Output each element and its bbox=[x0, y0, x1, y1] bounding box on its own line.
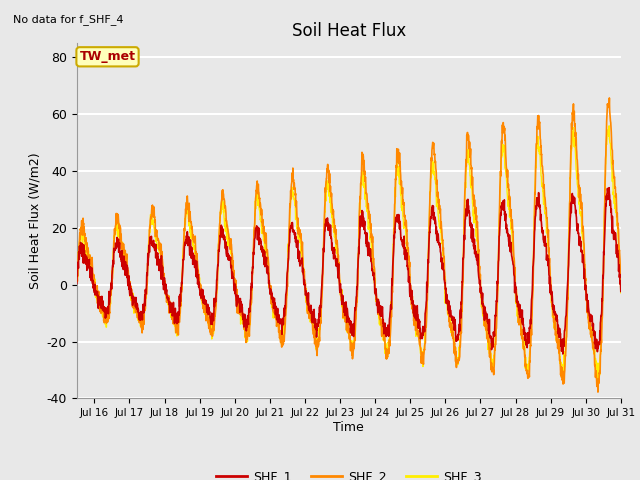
SHF_1 bbox=[73, 281, 81, 287]
SHF_2 bbox=[605, 95, 613, 101]
SHF_3 bbox=[605, 123, 613, 129]
SHF_1 bbox=[601, 221, 609, 227]
SHF_3 bbox=[337, 298, 345, 303]
SHF_2 bbox=[323, 166, 331, 172]
SHF_1 bbox=[100, 304, 108, 310]
Y-axis label: Soil Heat Flux (W/m2): Soil Heat Flux (W/m2) bbox=[28, 153, 41, 289]
SHF_1 bbox=[559, 351, 566, 357]
SHF_1 bbox=[323, 219, 331, 225]
SHF_3 bbox=[617, 290, 625, 296]
SHF_2 bbox=[73, 276, 81, 282]
SHF_2 bbox=[601, 179, 609, 185]
SHF_1 bbox=[337, 287, 345, 292]
SHF_2 bbox=[501, 132, 509, 138]
SHF_1 bbox=[501, 218, 509, 224]
Line: SHF_3: SHF_3 bbox=[77, 126, 621, 382]
SHF_2 bbox=[337, 292, 345, 298]
SHF_2 bbox=[100, 316, 108, 322]
SHF_2 bbox=[602, 171, 609, 177]
Line: SHF_2: SHF_2 bbox=[77, 98, 621, 392]
SHF_3 bbox=[323, 185, 331, 191]
SHF_1 bbox=[617, 288, 625, 294]
SHF_2 bbox=[594, 389, 602, 395]
SHF_1 bbox=[602, 215, 609, 220]
SHF_3 bbox=[100, 312, 108, 318]
Legend: SHF_1, SHF_2, SHF_3: SHF_1, SHF_2, SHF_3 bbox=[211, 465, 487, 480]
Text: TW_met: TW_met bbox=[79, 50, 136, 63]
Text: No data for f_SHF_4: No data for f_SHF_4 bbox=[13, 14, 124, 25]
SHF_3 bbox=[73, 274, 81, 279]
SHF_3 bbox=[602, 180, 609, 186]
SHF_3 bbox=[559, 379, 567, 385]
SHF_1 bbox=[605, 185, 613, 191]
Line: SHF_1: SHF_1 bbox=[77, 188, 621, 354]
Title: Soil Heat Flux: Soil Heat Flux bbox=[292, 22, 406, 40]
X-axis label: Time: Time bbox=[333, 421, 364, 434]
SHF_3 bbox=[601, 188, 609, 193]
SHF_2 bbox=[617, 275, 625, 280]
SHF_3 bbox=[501, 165, 509, 171]
